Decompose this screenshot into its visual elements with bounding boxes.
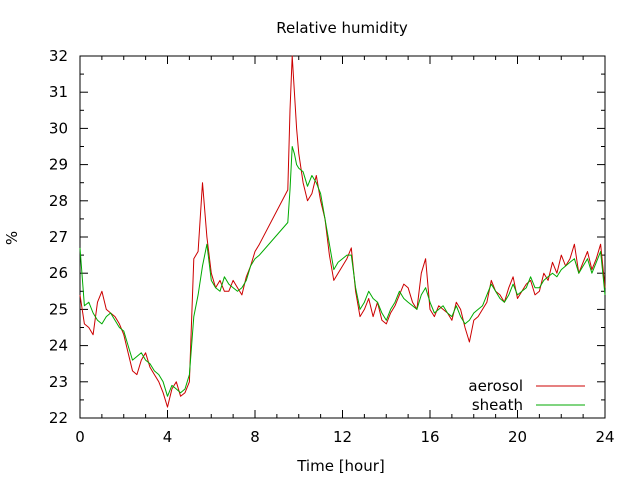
y-tick-label: 32 — [49, 47, 68, 65]
plot-area: 0 4 8 12 16 20 24 22 23 24 25 26 27 28 29 30 31 32 — [49, 47, 615, 446]
y-tick-label: 26 — [49, 264, 68, 282]
legend-label-sheath: sheath — [472, 396, 523, 414]
y-tick-label: 24 — [49, 337, 68, 355]
x-axis-label: Time [hour] — [296, 457, 385, 475]
y-tick-label: 27 — [49, 228, 68, 246]
x-tick-label: 8 — [250, 428, 260, 446]
plot-frame — [79, 55, 606, 419]
series-line-aerosol — [79, 55, 606, 408]
x-tick-label: 20 — [508, 428, 527, 446]
chart-title: Relative humidity — [276, 19, 408, 37]
y-tick-label: 30 — [49, 119, 68, 137]
x-tick-label: 12 — [333, 428, 352, 446]
series-line-sheath — [79, 146, 606, 397]
x-tick-label: 24 — [595, 428, 614, 446]
legend-label-aerosol: aerosol — [468, 377, 523, 395]
y-axis-label: % — [3, 231, 21, 245]
y-tick-label: 23 — [49, 373, 68, 391]
y-tick-label: 31 — [49, 83, 68, 101]
y-tick-label: 29 — [49, 156, 68, 174]
y-tick-label: 25 — [49, 300, 68, 318]
x-tick-label: 0 — [75, 428, 85, 446]
x-tick-label: 4 — [163, 428, 173, 446]
y-tick-label: 28 — [49, 192, 68, 210]
x-tick-label: 16 — [420, 428, 439, 446]
y-tick-label: 22 — [49, 409, 68, 427]
